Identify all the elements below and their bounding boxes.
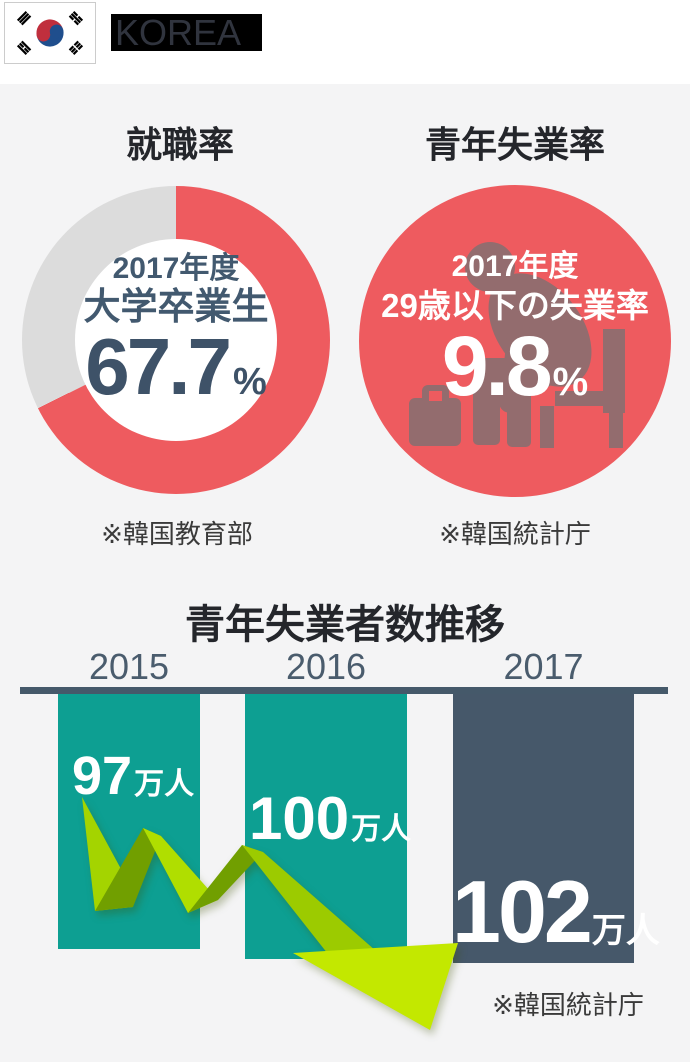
bar-value-2017-unit: 万人: [591, 912, 660, 950]
unemployment-unit: %: [552, 360, 589, 404]
unemployment-subject: 29歳以下の失業率: [381, 287, 649, 324]
employment-donut-chart: 2017年度 大学卒業生 67.7 %: [22, 186, 330, 494]
bar-value-2017-number: 102: [452, 862, 593, 961]
unemployment-value: 9.8: [441, 319, 553, 413]
bar-value-2015-number: 97: [72, 746, 133, 806]
unemployment-value-row: 9.8 %: [441, 319, 589, 413]
bar-2017: [453, 694, 634, 963]
employment-value: 67.7: [85, 322, 232, 411]
bar-value-2016-unit: 万人: [351, 813, 412, 846]
employment-source: ※韓国教育部: [101, 519, 253, 549]
korea-flag: [4, 2, 96, 64]
unemployed-person-icon: [409, 242, 625, 448]
employment-subject: 大学卒業生: [83, 286, 269, 327]
year-label-2016: 2016: [285, 646, 367, 687]
unemployment-chart-title: 青年失業率: [424, 124, 605, 165]
employment-unit: %: [232, 361, 267, 403]
unemployment-circle-chart: 2017年度 29歳以下の失業率 9.8 %: [359, 185, 671, 497]
unemployment-source: ※韓国統計庁: [439, 519, 591, 549]
bar-value-2015-unit: 万人: [134, 768, 195, 801]
bar-value-2017: 102 万人: [452, 862, 660, 961]
employment-value-row: 67.7 %: [85, 322, 267, 411]
employment-period: 2017年度: [112, 252, 240, 285]
employment-donut-center: 2017年度 大学卒業生 67.7 %: [75, 239, 277, 441]
bar-value-2015: 97 万人: [72, 746, 195, 806]
unemployment-period: 2017年度: [451, 250, 579, 283]
trend-axis-line: [20, 687, 668, 694]
country-title: KOREA: [111, 14, 262, 51]
bar-value-2016: 100 万人: [249, 785, 412, 852]
employment-chart-title: 就職率: [125, 124, 234, 165]
bar-value-2016-number: 100: [249, 785, 350, 852]
bar-2015: [58, 694, 200, 949]
trend-chart-title: 青年失業者数推移: [185, 603, 505, 647]
year-label-2017: 2017: [503, 646, 584, 687]
trend-source: ※韓国統計庁: [492, 990, 644, 1020]
unemployment-circle-text: 2017年度 29歳以下の失業率 9.8 %: [359, 185, 671, 497]
year-label-2015: 2015: [88, 646, 170, 687]
korea-flag-icon: [13, 8, 87, 58]
